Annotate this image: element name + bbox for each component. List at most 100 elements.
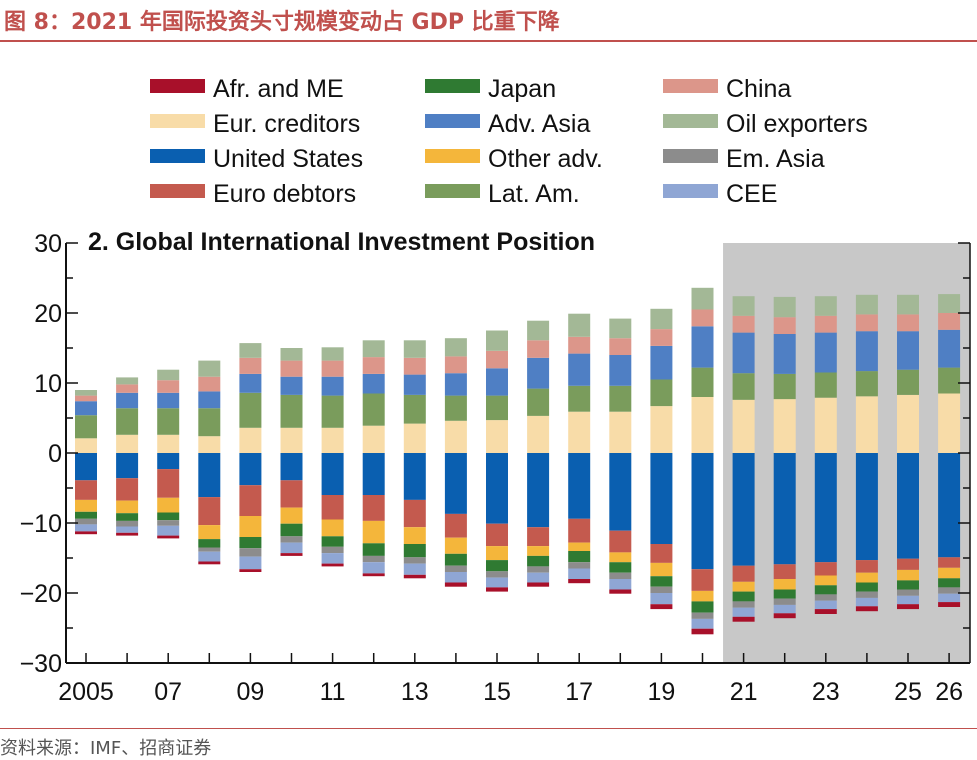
bar-segment-united-states-2007 bbox=[157, 453, 180, 470]
bar-segment-oil-exporters-2010 bbox=[280, 348, 303, 361]
bar-segment-japan-2007 bbox=[157, 512, 180, 521]
bar-segment-eur-creditors-2012 bbox=[362, 425, 385, 453]
bar-segment-japan-2011 bbox=[321, 536, 344, 547]
bar-segment-japan-2005 bbox=[75, 511, 97, 519]
legend-label-euro-debtors: Euro debtors bbox=[213, 180, 356, 208]
bar-segment-china-2008 bbox=[198, 376, 221, 392]
legend-swatch-afr-and-me bbox=[150, 79, 205, 93]
bar-segment-china-2026 bbox=[938, 313, 961, 330]
bar-segment-other-adv--2006 bbox=[116, 500, 139, 514]
bar-segment-eur-creditors-2006 bbox=[116, 434, 139, 453]
bar-segment-cee-2019 bbox=[650, 593, 673, 605]
x-tick-label: 11 bbox=[320, 678, 346, 706]
legend: Afr. and ME Japan China Eur. creditors Adv. … bbox=[150, 75, 868, 208]
bar-segment-euro-debtors-2020 bbox=[691, 569, 714, 591]
bar-segment-adv-asia-2019 bbox=[650, 345, 673, 380]
y-tick-label: −20 bbox=[20, 580, 62, 608]
bar-segment-lat-am--2012 bbox=[362, 393, 385, 426]
bar-segment-china-2010 bbox=[280, 360, 303, 377]
bar-segment-afr-and-me-2024 bbox=[855, 606, 878, 612]
bar-segment-adv-asia-2007 bbox=[157, 392, 180, 409]
bar-segment-japan-2008 bbox=[198, 539, 221, 548]
bar-segment-cee-2021 bbox=[732, 607, 755, 617]
bar-segment-united-states-2018 bbox=[609, 453, 632, 531]
legend-swatch-other-adv- bbox=[425, 149, 480, 163]
bar-segment-cee-2014 bbox=[444, 572, 467, 583]
legend-label-oil-exporters: Oil exporters bbox=[726, 110, 868, 138]
bar-segment-other-adv--2025 bbox=[897, 569, 919, 581]
bar-segment-cee-2013 bbox=[403, 563, 426, 575]
bar-segment-cee-2015 bbox=[486, 577, 508, 588]
bar-segment-lat-am--2019 bbox=[650, 379, 673, 407]
bar-segment-cee-2025 bbox=[897, 595, 919, 605]
legend-label-adv-asia: Adv. Asia bbox=[488, 110, 590, 138]
bar-segment-other-adv--2008 bbox=[198, 525, 221, 540]
bar-segment-other-adv--2010 bbox=[280, 507, 303, 524]
bar-segment-united-states-2022 bbox=[773, 453, 796, 565]
bar-segment-afr-and-me-2013 bbox=[403, 574, 426, 579]
bar-segment-japan-2025 bbox=[897, 580, 919, 590]
bar-segment-other-adv--2011 bbox=[321, 519, 344, 537]
bar-segment-japan-2013 bbox=[403, 544, 426, 558]
bar-segment-euro-debtors-2023 bbox=[814, 562, 837, 576]
x-tick-label: 13 bbox=[401, 678, 429, 706]
bar-segment-china-2014 bbox=[444, 356, 467, 374]
bar-segment-lat-am--2025 bbox=[897, 369, 919, 395]
bar-segment-lat-am--2007 bbox=[157, 408, 180, 435]
bar-segment-oil-exporters-2025 bbox=[897, 294, 919, 315]
bar-segment-japan-2016 bbox=[527, 555, 550, 567]
bar-segment-afr-and-me-2008 bbox=[198, 561, 221, 565]
bar-segment-cee-2024 bbox=[855, 597, 878, 607]
bar-segment-lat-am--2020 bbox=[691, 367, 714, 397]
bar-segment-afr-and-me-2014 bbox=[444, 582, 467, 587]
bar-segment-eur-creditors-2013 bbox=[403, 423, 426, 453]
bar-segment-em-asia-2026 bbox=[938, 587, 961, 594]
bar-segment-oil-exporters-2014 bbox=[444, 338, 467, 357]
bar-segment-other-adv--2020 bbox=[691, 590, 714, 602]
bar-segment-other-adv--2009 bbox=[239, 516, 262, 537]
bar-segment-euro-debtors-2011 bbox=[321, 495, 344, 520]
bar-segment-oil-exporters-2022 bbox=[773, 296, 796, 318]
bar-segment-japan-2021 bbox=[732, 591, 755, 602]
bar-segment-united-states-2012 bbox=[362, 453, 385, 495]
bar-segment-adv-asia-2017 bbox=[568, 353, 591, 386]
legend-label-japan: Japan bbox=[488, 75, 556, 103]
bar-segment-euro-debtors-2013 bbox=[403, 499, 426, 528]
bar-segment-oil-exporters-2020 bbox=[691, 287, 714, 310]
bar-segment-lat-am--2016 bbox=[527, 388, 550, 416]
bar-segment-euro-debtors-2021 bbox=[732, 565, 755, 582]
bar-segment-cee-2026 bbox=[938, 593, 961, 603]
bar-segment-cee-2005 bbox=[75, 524, 97, 532]
bar-segment-em-asia-2012 bbox=[362, 555, 385, 563]
bar-segment-japan-2014 bbox=[444, 553, 467, 566]
bar-segment-lat-am--2024 bbox=[855, 371, 878, 397]
bar-segment-euro-debtors-2017 bbox=[568, 518, 591, 543]
bar-segment-lat-am--2005 bbox=[75, 415, 97, 439]
bar-segment-china-2025 bbox=[897, 314, 919, 332]
y-tick-label: 10 bbox=[34, 370, 62, 398]
bar-segment-afr-and-me-2006 bbox=[116, 532, 139, 536]
bar-segment-lat-am--2006 bbox=[116, 408, 139, 435]
bar-segment-adv-asia-2015 bbox=[486, 368, 508, 396]
bar-segment-oil-exporters-2021 bbox=[732, 296, 755, 316]
bar-segment-cee-2012 bbox=[362, 562, 385, 574]
bar-segment-em-asia-2019 bbox=[650, 586, 673, 593]
bar-segment-cee-2020 bbox=[691, 618, 714, 629]
bar-segment-eur-creditors-2010 bbox=[280, 427, 303, 453]
bar-segment-eur-creditors-2014 bbox=[444, 420, 467, 453]
bar-segment-china-2023 bbox=[814, 315, 837, 333]
bar-segment-china-2009 bbox=[239, 357, 262, 374]
chart-title: 2. Global International Investment Posit… bbox=[88, 228, 595, 256]
x-tick-label: 17 bbox=[565, 678, 593, 706]
bar-segment-united-states-2017 bbox=[568, 453, 591, 519]
bar-segment-adv-asia-2020 bbox=[691, 326, 714, 368]
y-tick-label: −30 bbox=[20, 650, 62, 678]
bar-segment-eur-creditors-2016 bbox=[527, 415, 550, 453]
bar-segment-cee-2022 bbox=[773, 604, 796, 614]
bar-segment-united-states-2023 bbox=[814, 453, 837, 563]
bar-segment-em-asia-2006 bbox=[116, 520, 139, 527]
bar-segment-lat-am--2022 bbox=[773, 373, 796, 400]
bar-segment-euro-debtors-2015 bbox=[486, 523, 508, 547]
bar-segment-china-2019 bbox=[650, 329, 673, 346]
bar-segment-china-2005 bbox=[75, 395, 97, 402]
